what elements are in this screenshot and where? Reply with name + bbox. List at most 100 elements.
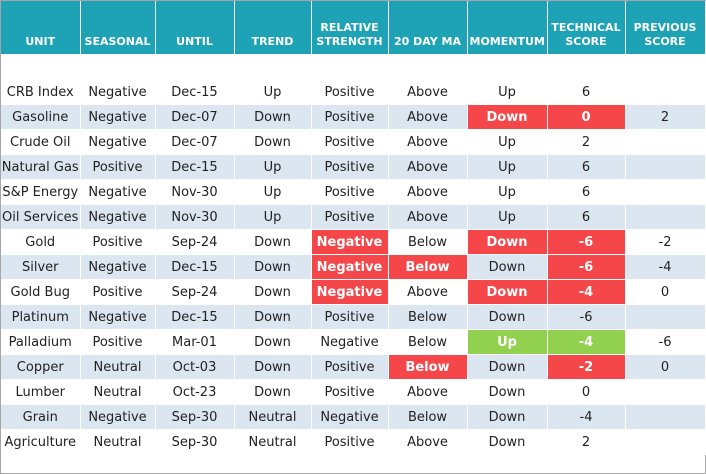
table-row: Grain Negative Sep-30 Neutral Negative Below D… <box>1 404 706 430</box>
table-cell: Negative <box>311 329 389 355</box>
table-cell: Up <box>467 204 548 230</box>
table-cell: Below <box>388 229 468 255</box>
table-cell: Up <box>467 54 548 105</box>
table-cell: 0 <box>625 279 706 305</box>
table-cell <box>625 129 706 155</box>
table-row: Agriculture Neutral Sep-30 Neutral Positive A… <box>1 429 706 455</box>
table-cell: Agriculture <box>1 429 81 455</box>
table-cell: Positive <box>311 129 389 155</box>
table-cell: Up <box>234 204 312 230</box>
table-cell: -4 <box>547 279 626 305</box>
table-cell: Positive <box>311 154 389 180</box>
table-cell: 2 <box>547 129 626 155</box>
table-cell: Nov-30 <box>155 204 235 230</box>
table-cell <box>625 404 706 430</box>
table-cell: Below <box>388 254 468 280</box>
table-cell: Down <box>234 304 312 330</box>
table-row: Gold Bug Positive Sep-24 Down Negative Above D… <box>1 279 706 305</box>
table-cell: Up <box>467 154 548 180</box>
table-row: Silver Negative Dec-15 Down Negative Below Dow… <box>1 254 706 280</box>
table-cell: Silver <box>1 254 81 280</box>
table-cell: Down <box>234 279 312 305</box>
table-cell: -2 <box>625 229 706 255</box>
table-cell: Nov-30 <box>155 179 235 205</box>
table-cell <box>625 54 706 105</box>
table-row: Palladium Positive Mar-01 Down Negative Below… <box>1 329 706 355</box>
table-cell: Positive <box>311 354 389 380</box>
table-cell: Above <box>388 204 468 230</box>
table-cell: Up <box>467 129 548 155</box>
table-row: Natural Gas Positive Dec-15 Up Positive Above… <box>1 154 706 180</box>
table-cell: Platinum <box>1 304 81 330</box>
table-cell: Down <box>234 379 312 405</box>
table-cell: Negative <box>80 104 156 130</box>
table-cell: Gold Bug <box>1 279 81 305</box>
table-cell: Down <box>234 129 312 155</box>
table-cell: -6 <box>547 254 626 280</box>
score-table: UNIT SEASONAL UNTIL TREND RELATIVE STRENGTH 2… <box>1 1 706 455</box>
column-header: TECHNICAL SCORE <box>547 1 626 54</box>
table-cell: Down <box>467 304 548 330</box>
table-cell: Down <box>467 229 548 255</box>
table-cell: Oil Services <box>1 204 81 230</box>
table-cell: Down <box>467 354 548 380</box>
table-cell: Palladium <box>1 329 81 355</box>
table-cell: Down <box>234 354 312 380</box>
table-cell: Negative <box>80 254 156 280</box>
column-header: UNIT <box>1 1 81 54</box>
table-row: Gold Positive Sep-24 Down Negative Below Down -… <box>1 229 706 255</box>
table-cell: -2 <box>547 354 626 380</box>
table-cell: Negative <box>80 129 156 155</box>
table-cell: Positive <box>311 379 389 405</box>
table-row: Oil Services Negative Nov-30 Up Positive Abov… <box>1 204 706 230</box>
table-row: Gasoline Negative Dec-07 Down Positive Above D… <box>1 104 706 130</box>
table-cell: Above <box>388 129 468 155</box>
column-header: PREVIOUS SCORE <box>625 1 706 54</box>
table-cell: Mar-01 <box>155 329 235 355</box>
column-header: 20 DAY MA <box>388 1 468 54</box>
table-cell: Negative <box>80 304 156 330</box>
table-cell: Above <box>388 54 468 105</box>
table-cell: Sep-24 <box>155 279 235 305</box>
table-cell: Crude Oil <box>1 129 81 155</box>
table-body: CRB Index Negative Dec-15 Up Positive Above Up… <box>1 54 706 455</box>
table-cell: Positive <box>80 329 156 355</box>
table-cell: 6 <box>547 154 626 180</box>
table-cell: Below <box>388 329 468 355</box>
table-cell: -4 <box>547 329 626 355</box>
table-cell: Down <box>467 404 548 430</box>
table-cell: Gold <box>1 229 81 255</box>
table-cell: 0 <box>625 354 706 380</box>
table-cell: Dec-07 <box>155 129 235 155</box>
table-cell: -6 <box>547 229 626 255</box>
table-cell: Negative <box>311 254 389 280</box>
table-cell: Negative <box>311 404 389 430</box>
table-cell: Up <box>467 329 548 355</box>
table-cell: Dec-15 <box>155 54 235 105</box>
table-cell: Copper <box>1 354 81 380</box>
column-header: TREND <box>234 1 312 54</box>
table-cell: Below <box>388 354 468 380</box>
table-cell: Down <box>234 229 312 255</box>
table-cell: 0 <box>547 104 626 130</box>
table-cell: Positive <box>311 104 389 130</box>
table-cell: Sep-30 <box>155 404 235 430</box>
table-cell: Positive <box>311 304 389 330</box>
table-cell <box>625 179 706 205</box>
table-cell: Dec-15 <box>155 304 235 330</box>
table-cell <box>625 379 706 405</box>
table-cell: Above <box>388 279 468 305</box>
table-cell: Positive <box>80 154 156 180</box>
table-cell: Dec-15 <box>155 254 235 280</box>
table-cell: Negative <box>80 179 156 205</box>
table-cell: Negative <box>80 404 156 430</box>
table-cell <box>625 429 706 455</box>
table-cell <box>625 154 706 180</box>
table-cell: Neutral <box>80 379 156 405</box>
table-cell: Negative <box>80 54 156 105</box>
table-cell: Up <box>234 154 312 180</box>
table-cell: Oct-03 <box>155 354 235 380</box>
table-row: CRB Index Negative Dec-15 Up Positive Above Up… <box>1 54 706 105</box>
table-cell: Below <box>388 304 468 330</box>
